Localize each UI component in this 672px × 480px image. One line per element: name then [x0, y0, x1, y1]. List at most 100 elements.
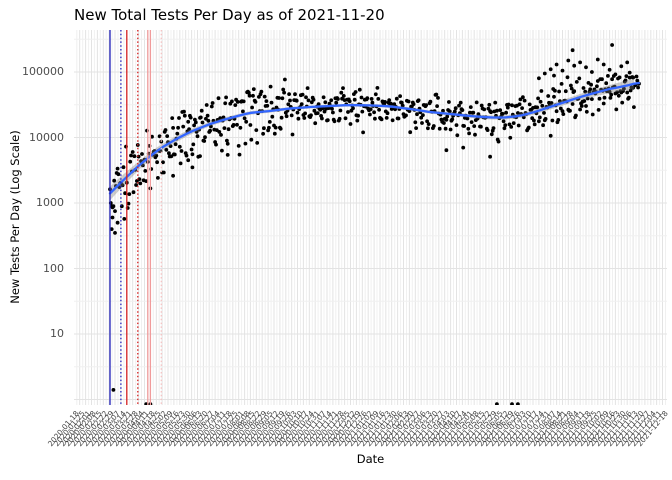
- y-tick-label: 100000: [22, 65, 64, 78]
- x-tick-label: 2021-06-19: [481, 409, 517, 449]
- x-tick-label: 2021-10-02: [569, 409, 605, 449]
- x-tick-label: 2020-10-03: [263, 409, 299, 449]
- x-tick-label: 2020-09-05: [240, 409, 275, 449]
- x-tick-label: 2020-02-08: [63, 409, 99, 449]
- x-tick-label: 2020-10-10: [269, 409, 305, 449]
- x-tick-label: 2020-07-25: [204, 409, 240, 449]
- x-tick-label: 2021-05-29: [463, 409, 499, 449]
- x-tick-label: 2020-06-13: [169, 409, 205, 449]
- x-tick-label: 2021-02-20: [381, 409, 417, 449]
- x-tick-label: 2021-04-10: [422, 409, 458, 449]
- x-tick-label: 2020-05-09: [139, 409, 175, 449]
- x-tick-label: 2020-04-11: [116, 409, 152, 449]
- x-tick-label: 2020-05-16: [145, 409, 181, 449]
- x-tick-label: 2020-07-04: [187, 409, 223, 449]
- x-tick-label: 2021-07-24: [510, 409, 546, 449]
- x-tick-label: 2020-03-14: [92, 409, 128, 449]
- x-tick-label: 2021-03-13: [399, 409, 434, 449]
- x-tick-label: 2020-06-27: [181, 409, 217, 449]
- x-tick-label: 2021-05-01: [440, 409, 476, 449]
- x-tick-label: 2020-06-20: [175, 409, 211, 449]
- x-tick-label: 2021-02-06: [369, 409, 405, 449]
- x-tick-label: 2021-03-27: [410, 409, 446, 449]
- x-tick-label: 2021-01-16: [351, 409, 387, 449]
- x-tick-label: 2021-02-13: [375, 409, 411, 449]
- x-tick-label: 2021-01-23: [357, 409, 393, 449]
- x-tick-label: 2021-11-20: [610, 409, 646, 449]
- x-tick-label: 2021-09-11: [552, 409, 588, 449]
- x-tick-label: 2020-08-15: [222, 409, 258, 449]
- x-tick-label: 2020-08-01: [210, 409, 246, 449]
- x-tick-label: 2021-02-27: [387, 409, 423, 449]
- x-tick-label: 2020-03-07: [87, 409, 122, 449]
- x-tick-label: 2020-03-21: [98, 409, 134, 449]
- x-tick-label: 2021-10-23: [587, 409, 623, 449]
- x-tick-label: 2021-05-08: [446, 409, 482, 449]
- x-tick-label: 2021-03-06: [393, 409, 429, 449]
- x-tick-label: 2020-11-14: [298, 409, 334, 449]
- x-tick-label: 2020-04-04: [110, 409, 146, 449]
- x-tick-label: 2020-10-31: [287, 409, 323, 449]
- x-tick-label: 2020-05-02: [134, 409, 170, 449]
- x-tick-label: 2020-02-22: [75, 409, 111, 449]
- x-tick-label: 2021-06-05: [469, 409, 505, 449]
- x-tick-label: 2020-08-22: [228, 409, 264, 449]
- x-tick-label: 2021-10-16: [581, 409, 617, 449]
- x-tick-label: 2020-08-29: [234, 409, 270, 449]
- x-tick-label: 2021-06-12: [475, 409, 511, 449]
- x-tick-label: 2020-11-21: [304, 409, 340, 449]
- x-tick-label: 2021-09-04: [546, 409, 582, 449]
- x-tick-label: 2020-07-18: [198, 409, 234, 449]
- x-tick-label: 2021-01-30: [363, 409, 399, 449]
- x-tick-label: 2020-01-18: [45, 409, 81, 449]
- x-tick-label: 2021-08-14: [528, 409, 564, 449]
- x-tick-label: 2021-08-21: [534, 409, 570, 449]
- x-tick-label: 2020-04-25: [128, 409, 164, 449]
- x-tick-label: 2021-12-04: [622, 409, 658, 449]
- x-axis-title: Date: [356, 452, 385, 466]
- x-tick-label: 2021-09-25: [563, 409, 599, 449]
- x-tick-label: 2021-08-28: [540, 409, 576, 449]
- x-tick-label: 2021-01-09: [346, 409, 381, 449]
- x-tick-label: 2021-07-03: [493, 409, 529, 449]
- x-tick-label: 2020-12-19: [328, 409, 364, 449]
- x-tick-label: 2021-11-27: [616, 409, 652, 449]
- x-tick-label: 2021-10-09: [575, 409, 611, 449]
- x-tick-label: 2020-07-11: [192, 409, 228, 449]
- x-tick-label: 2021-11-13: [605, 409, 640, 449]
- x-tick-label: 2020-01-25: [51, 409, 87, 449]
- x-tick-label: 2021-07-10: [499, 409, 535, 449]
- x-tick-label: 2021-05-22: [457, 409, 493, 449]
- x-tick-label: 2021-10-30: [593, 409, 629, 449]
- x-tick-label: 2021-06-26: [487, 409, 523, 449]
- x-tick-label: 2021-04-17: [428, 409, 464, 449]
- x-tick-label: 2021-03-20: [404, 409, 440, 449]
- x-tick-label: 2021-08-07: [522, 409, 558, 449]
- x-tick-label: 2020-08-08: [216, 409, 252, 449]
- x-tick-label: 2021-07-17: [504, 409, 540, 449]
- x-tick-label: 2020-12-05: [316, 409, 352, 449]
- y-axis-title: New Tests Per Day (Log Scale): [8, 130, 22, 304]
- x-tick-label: 2020-09-19: [251, 409, 287, 449]
- x-tick-label: 2021-05-15: [452, 409, 487, 449]
- x-tick-label: 2020-11-28: [310, 409, 346, 449]
- x-tick-label: 2020-04-18: [122, 409, 158, 449]
- chart-title: New Total Tests Per Day as of 2021-11-20: [74, 6, 385, 24]
- x-tick-label: 2021-01-02: [340, 409, 376, 449]
- x-tick-label: 2020-02-15: [69, 409, 105, 449]
- plot-panel: [74, 30, 667, 405]
- x-tick-label: 2020-12-12: [322, 409, 358, 449]
- x-tick-label: 2020-10-24: [281, 409, 317, 449]
- x-tick-label: 2021-09-18: [557, 409, 593, 449]
- x-tick-label: 2020-10-17: [275, 409, 311, 449]
- x-tick-label: 2020-06-06: [163, 409, 199, 449]
- x-tick-label: 2021-12-18: [634, 409, 670, 449]
- x-tick-label: 2020-02-29: [81, 409, 117, 449]
- x-tick-label: 2020-11-07: [293, 409, 328, 449]
- x-tick-label: 2021-07-31: [516, 409, 552, 449]
- x-tick-label: 2021-04-24: [434, 409, 470, 449]
- x-tick-label: 2020-09-12: [245, 409, 281, 449]
- x-tick-label: 2020-12-26: [334, 409, 370, 449]
- x-tick-label: 2020-09-26: [257, 409, 293, 449]
